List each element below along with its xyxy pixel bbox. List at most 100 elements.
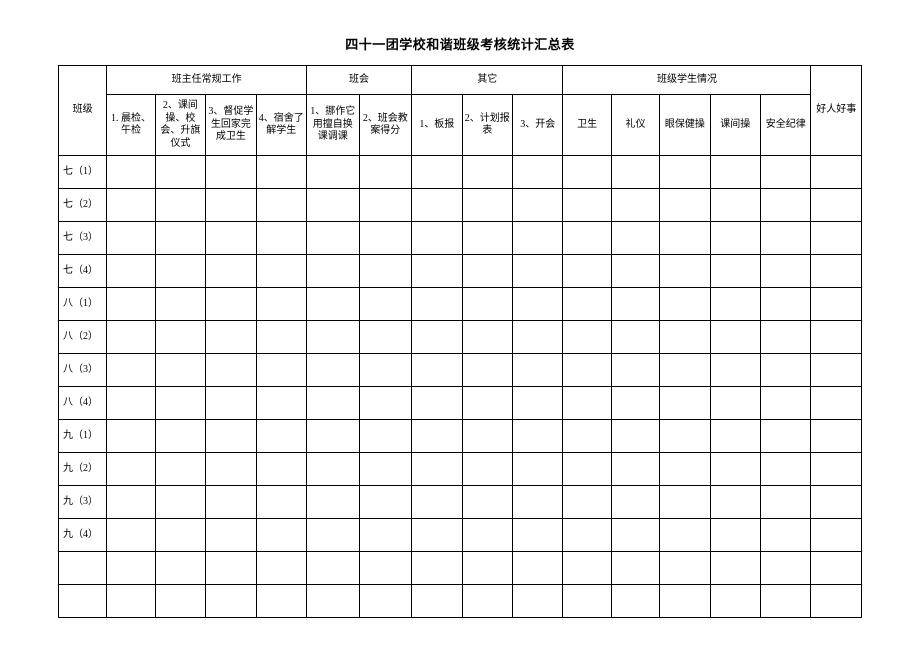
table-cell bbox=[611, 189, 659, 222]
table-cell bbox=[462, 552, 512, 585]
table-cell bbox=[611, 519, 659, 552]
table-cell bbox=[155, 387, 205, 420]
table-cell bbox=[107, 387, 155, 420]
table-cell bbox=[512, 552, 562, 585]
table-cell bbox=[256, 486, 306, 519]
table-cell bbox=[206, 255, 256, 288]
table-cell bbox=[155, 585, 205, 618]
table-cell bbox=[611, 552, 659, 585]
table-row: 九（1） bbox=[59, 420, 862, 453]
table-cell bbox=[611, 486, 659, 519]
table-cell bbox=[359, 486, 412, 519]
table-cell bbox=[512, 585, 562, 618]
table-cell bbox=[512, 453, 562, 486]
group-students: 班级学生情况 bbox=[563, 66, 811, 95]
table-cell bbox=[660, 387, 710, 420]
table-cell bbox=[710, 552, 760, 585]
table-cell bbox=[811, 189, 862, 222]
table-cell bbox=[307, 387, 360, 420]
table-cell bbox=[710, 519, 760, 552]
table-cell bbox=[107, 255, 155, 288]
table-cell bbox=[359, 387, 412, 420]
table-cell bbox=[761, 519, 811, 552]
col-c11: 礼仪 bbox=[611, 95, 659, 156]
table-cell bbox=[563, 552, 611, 585]
table-cell bbox=[107, 453, 155, 486]
table-cell bbox=[563, 453, 611, 486]
table-cell bbox=[307, 519, 360, 552]
table-cell bbox=[206, 288, 256, 321]
table-cell bbox=[660, 453, 710, 486]
table-cell bbox=[761, 552, 811, 585]
table-cell bbox=[256, 288, 306, 321]
table-cell bbox=[107, 552, 155, 585]
table-cell bbox=[359, 255, 412, 288]
col-c4: 4、宿舍了解学生 bbox=[256, 95, 306, 156]
table-cell bbox=[412, 321, 462, 354]
table-cell bbox=[359, 288, 412, 321]
table-cell bbox=[107, 354, 155, 387]
table-cell bbox=[611, 321, 659, 354]
table-cell bbox=[611, 585, 659, 618]
table-cell bbox=[761, 354, 811, 387]
table-cell bbox=[412, 255, 462, 288]
table-cell bbox=[563, 486, 611, 519]
table-cell bbox=[256, 156, 306, 189]
col-c1: 1. 晨检、午检 bbox=[107, 95, 155, 156]
table-cell bbox=[710, 255, 760, 288]
table-cell bbox=[412, 387, 462, 420]
table-row bbox=[59, 552, 862, 585]
table-cell bbox=[412, 552, 462, 585]
table-cell bbox=[660, 156, 710, 189]
table-cell bbox=[155, 486, 205, 519]
table-cell bbox=[155, 189, 205, 222]
table-cell bbox=[256, 420, 306, 453]
table-cell bbox=[307, 288, 360, 321]
table-cell bbox=[462, 387, 512, 420]
table-cell bbox=[359, 552, 412, 585]
table-cell bbox=[206, 552, 256, 585]
table-cell bbox=[307, 420, 360, 453]
table-cell bbox=[462, 585, 512, 618]
table-cell bbox=[206, 189, 256, 222]
table-cell bbox=[563, 189, 611, 222]
row-class-label: 七（3） bbox=[59, 222, 107, 255]
table-cell bbox=[563, 288, 611, 321]
table-cell bbox=[359, 585, 412, 618]
table-cell bbox=[512, 519, 562, 552]
table-cell bbox=[512, 486, 562, 519]
col-c6: 2、班会教案得分 bbox=[359, 95, 412, 156]
table-cell bbox=[107, 321, 155, 354]
table-cell bbox=[710, 486, 760, 519]
table-cell bbox=[206, 387, 256, 420]
table-cell bbox=[710, 585, 760, 618]
table-cell bbox=[206, 321, 256, 354]
col-c13: 课间操 bbox=[710, 95, 760, 156]
table-cell bbox=[563, 222, 611, 255]
table-cell bbox=[761, 222, 811, 255]
table-cell bbox=[710, 387, 760, 420]
table-cell bbox=[256, 189, 306, 222]
table-cell bbox=[660, 354, 710, 387]
table-cell bbox=[155, 420, 205, 453]
col-gooddeeds: 好人好事 bbox=[811, 66, 862, 156]
col-c5: 1、挪作它用擅自换课调课 bbox=[307, 95, 360, 156]
table-cell bbox=[107, 288, 155, 321]
row-class-label: 八（1） bbox=[59, 288, 107, 321]
table-cell bbox=[563, 255, 611, 288]
table-row: 九（2） bbox=[59, 453, 862, 486]
table-cell bbox=[359, 453, 412, 486]
table-cell bbox=[462, 519, 512, 552]
table-cell bbox=[660, 420, 710, 453]
row-class-label: 七（2） bbox=[59, 189, 107, 222]
table-cell bbox=[811, 288, 862, 321]
table-cell bbox=[359, 420, 412, 453]
table-cell bbox=[412, 288, 462, 321]
table-cell bbox=[206, 519, 256, 552]
table-cell bbox=[155, 552, 205, 585]
row-class-label: 九（2） bbox=[59, 453, 107, 486]
table-cell bbox=[206, 453, 256, 486]
group-routine: 班主任常规工作 bbox=[107, 66, 307, 95]
table-cell bbox=[563, 519, 611, 552]
table-cell bbox=[710, 453, 760, 486]
